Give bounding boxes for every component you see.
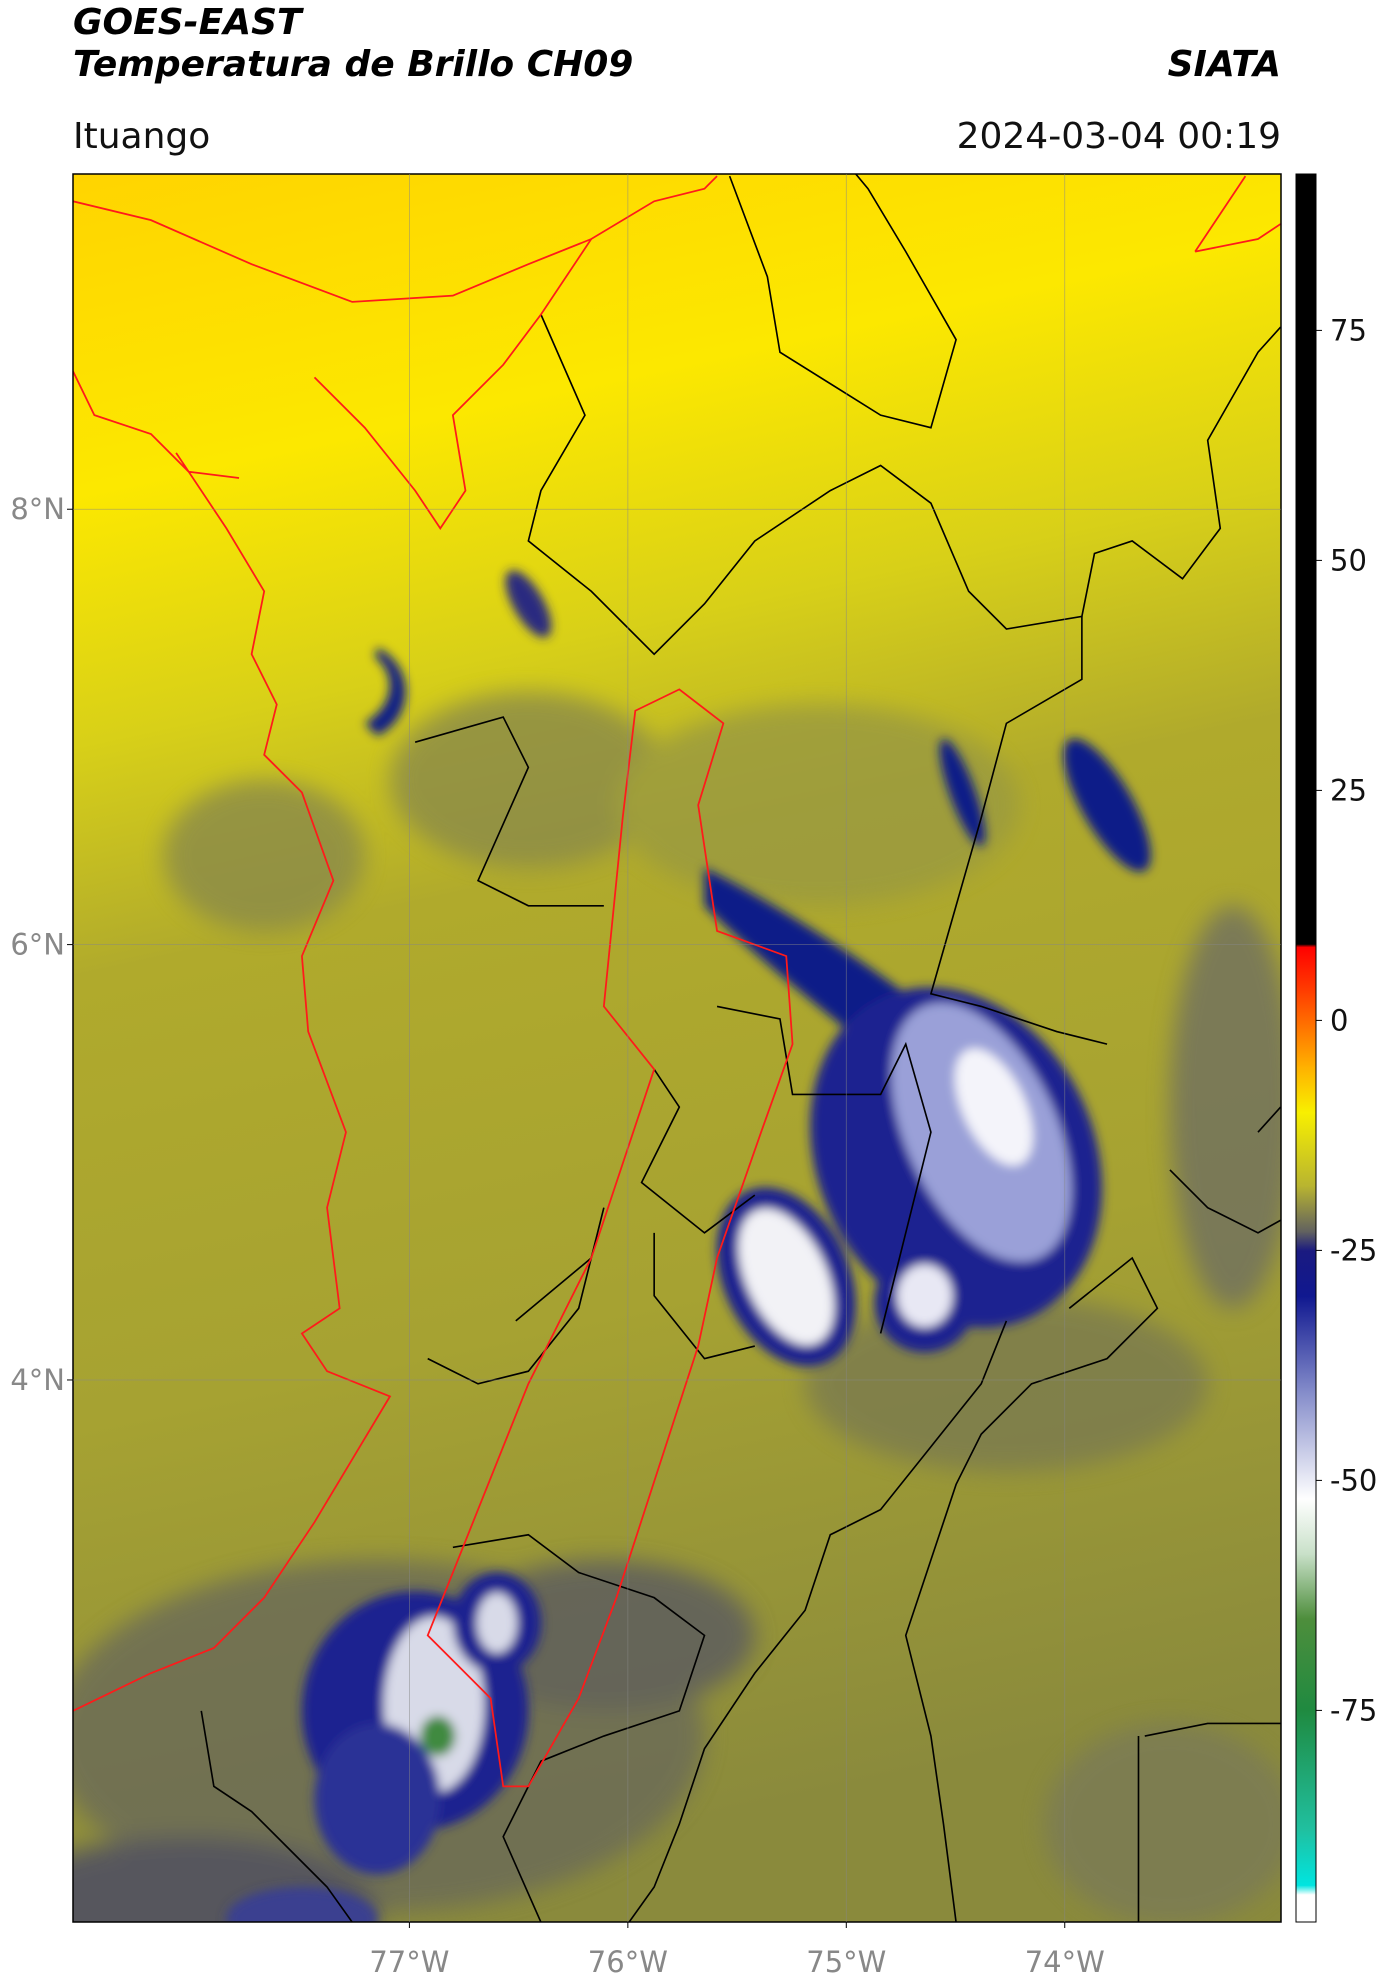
colorbar-segment (1296, 1894, 1316, 1923)
source: SIATA (1168, 44, 1281, 85)
colorbar-segment (1296, 1498, 1316, 1555)
colorbar-segment (1296, 1066, 1316, 1113)
coastline (73, 175, 1281, 1788)
colorbar-tick-label: 0 (1330, 1003, 1348, 1037)
map (73, 174, 1281, 1922)
colorbar-segment (1296, 1554, 1316, 1619)
colorbar-segment (1296, 1112, 1316, 1187)
borders (200, 174, 1281, 1922)
cloud-field (73, 174, 1281, 1922)
colorbar-segment (1296, 1885, 1316, 1895)
colorbar-tick-label: -50 (1330, 1463, 1377, 1497)
x-tick-label: 77°W (369, 1945, 449, 1979)
colorbar-tick-label: 75 (1330, 313, 1367, 347)
x-tick-label: 76°W (588, 1945, 668, 1979)
map-frame (72, 173, 1282, 1923)
colorbar-tick-label: 25 (1330, 773, 1367, 807)
colorbar-segment (1296, 944, 1316, 948)
y-tick-label: 6°N (10, 928, 65, 962)
region: Ituango (73, 116, 210, 157)
colorbar-tick-label: -25 (1330, 1233, 1377, 1267)
colorbar-segment (1296, 1388, 1316, 1500)
colorbar-segment (1296, 946, 1316, 994)
colorbar-segment (1296, 1830, 1316, 1886)
x-tick-label: 74°W (1025, 1945, 1105, 1979)
subtitle: Temperatura de Brillo CH09 (73, 44, 633, 85)
colorbar-segment (1296, 1186, 1316, 1233)
colorbar-segment (1296, 1618, 1316, 1711)
colorbar-frame (1295, 173, 1317, 1923)
colorbar-segment (1296, 1710, 1316, 1831)
colorbar-tick-label: -75 (1330, 1693, 1377, 1727)
colorbar-segment (1296, 1296, 1316, 1389)
x-tick-label: 75°W (806, 1945, 886, 1979)
colorbar-segment (1296, 992, 1316, 1067)
timestamp: 2024-03-04 00:19 (957, 116, 1281, 157)
colorbar-tick-label: 50 (1330, 543, 1367, 577)
colorbar-segment (1296, 174, 1316, 945)
y-tick-label: 8°N (10, 492, 65, 526)
y-tick-label: 4°N (10, 1363, 65, 1397)
title: GOES-EAST (73, 2, 304, 43)
colorbar-segment (1296, 1250, 1316, 1297)
colorbar-segment (1296, 1232, 1316, 1251)
